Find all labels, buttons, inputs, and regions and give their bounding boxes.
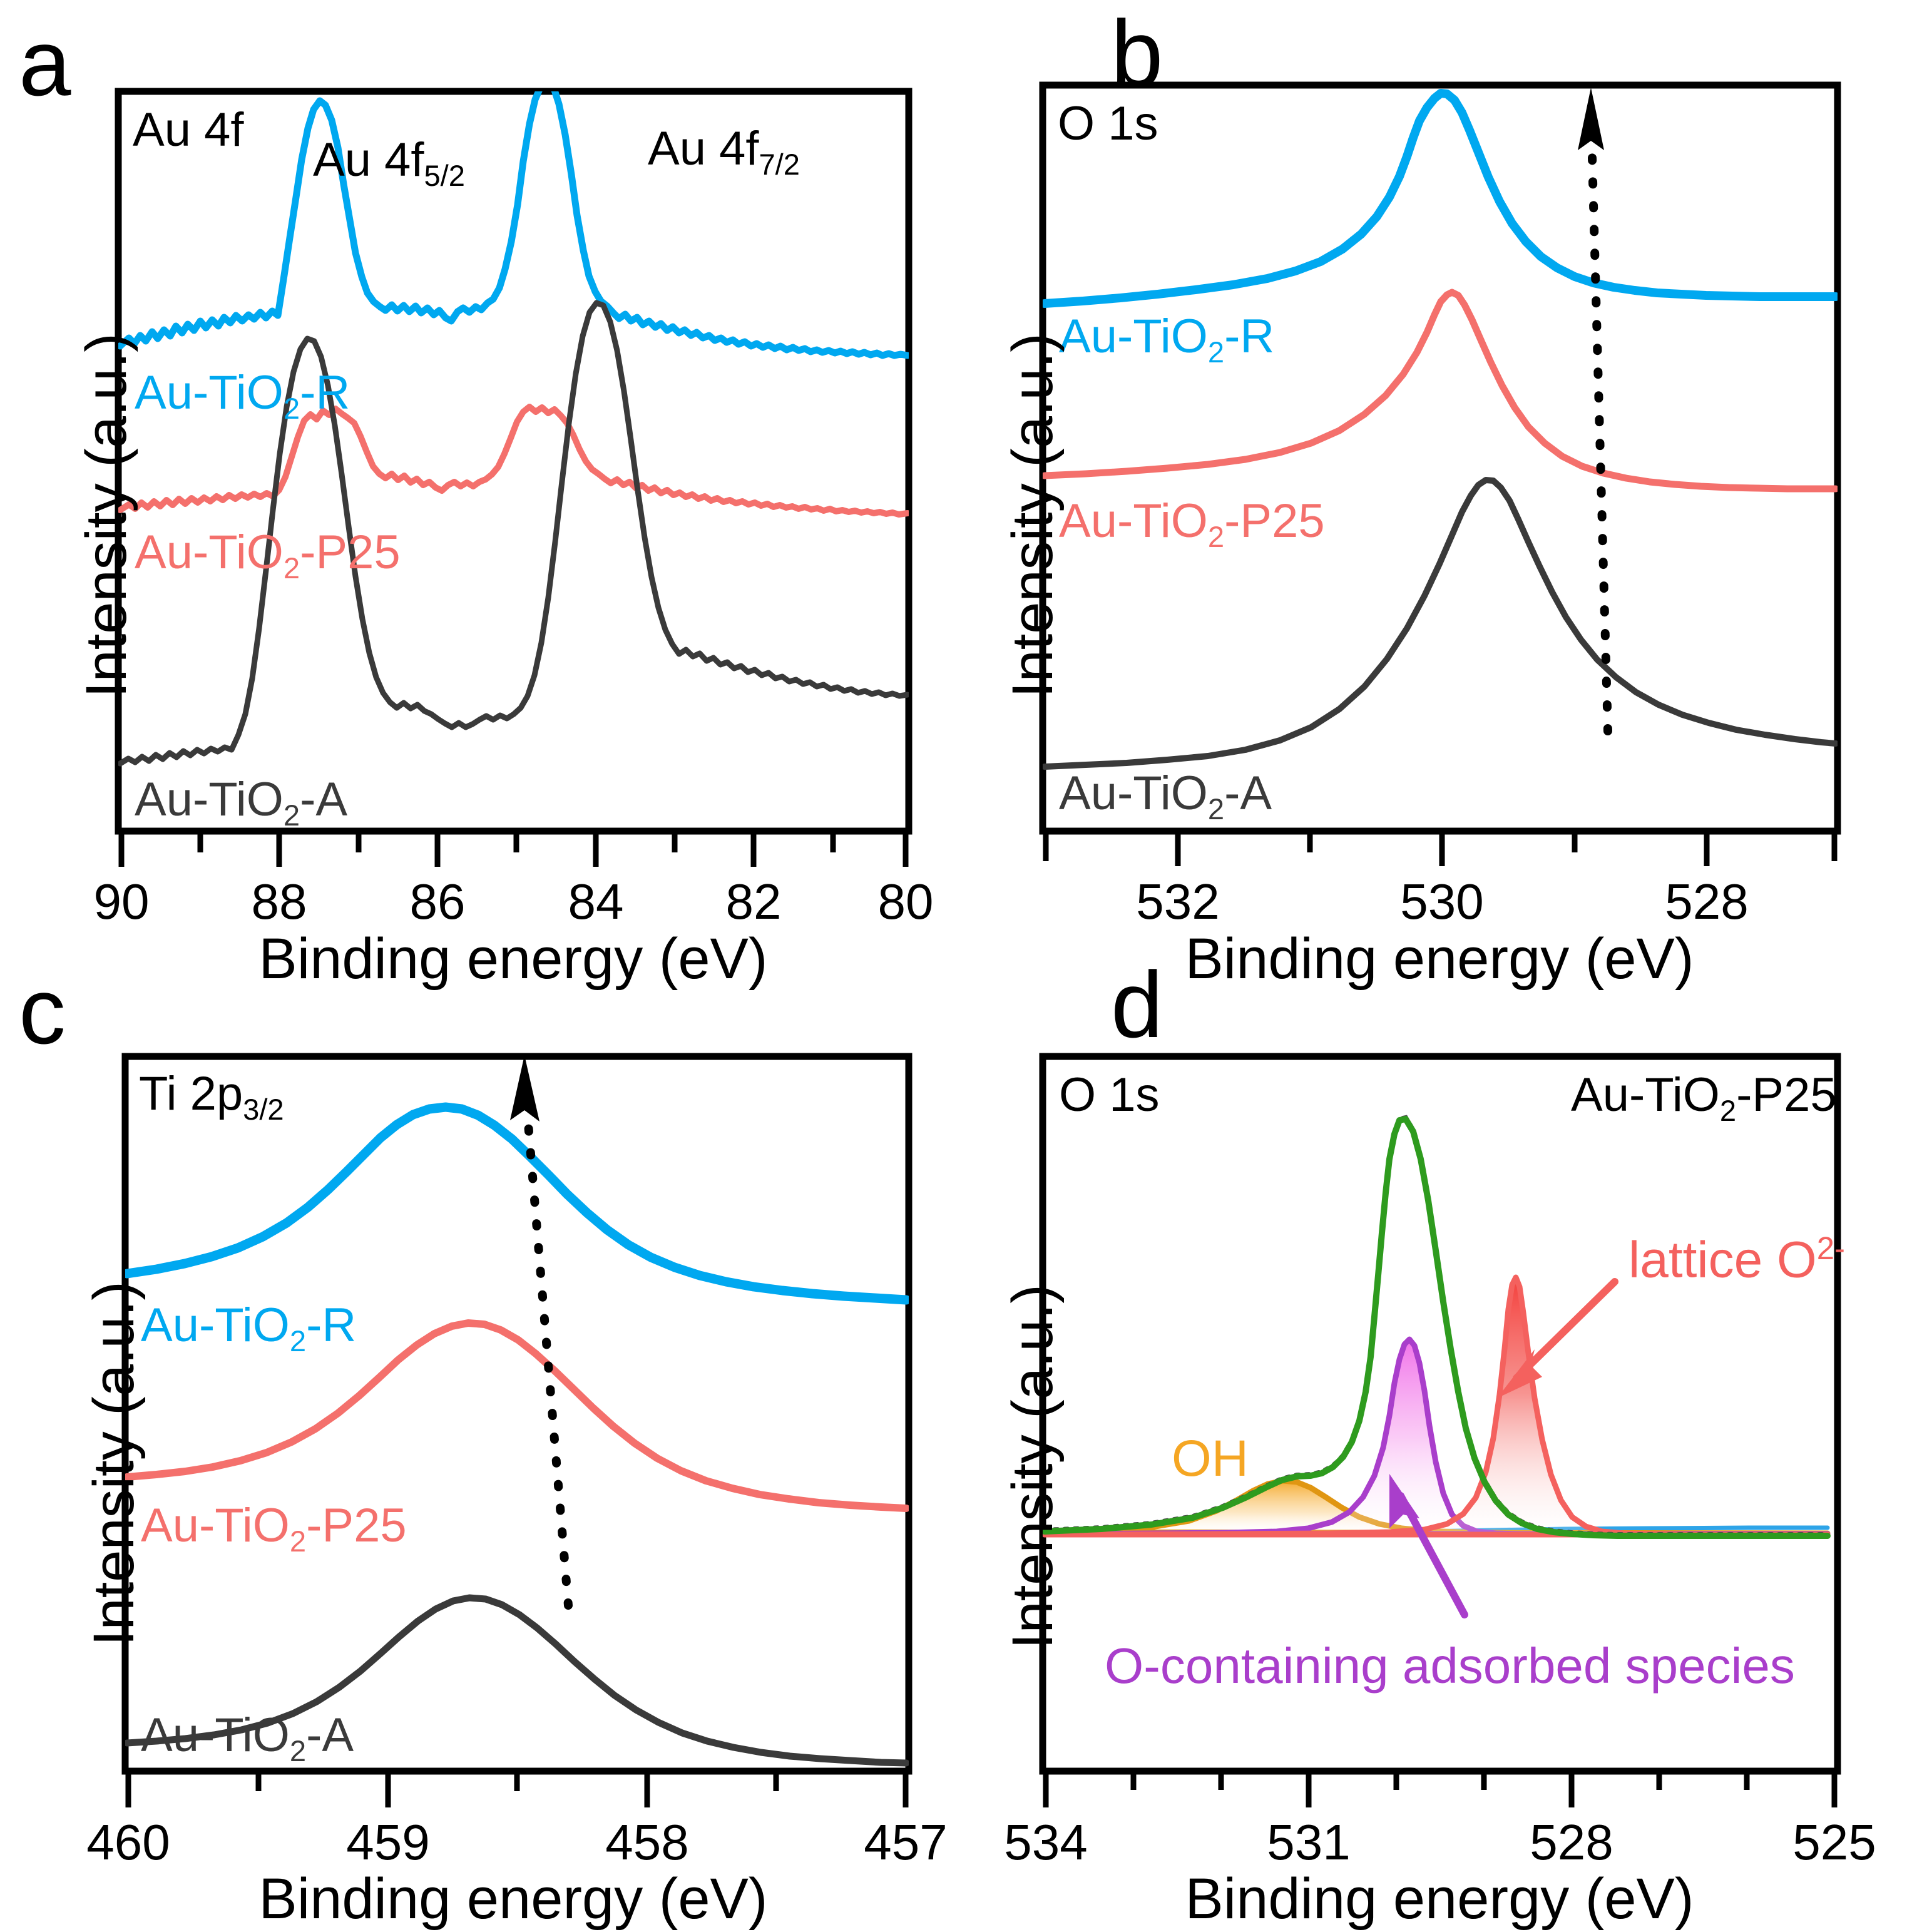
panel-b-shift-dotted-line: [1587, 130, 1612, 735]
panel-b-label-p25: Au-TiO2-P25: [1059, 494, 1325, 554]
panel-c-shift-indicator: [510, 1055, 573, 1610]
panel-b-xticks: [1043, 831, 1838, 866]
panel-d-xtick-528: 528: [1530, 1814, 1613, 1870]
panel-c-xtick-458: 458: [605, 1814, 689, 1870]
panel-c-xtick-457: 457: [864, 1814, 948, 1870]
panel-d-sample-label: Au-TiO2-P25: [1571, 1068, 1837, 1128]
panel-b-region-label: O 1s: [1058, 97, 1158, 150]
curve-au-tio2-p25: [125, 1319, 909, 1512]
panel-a: a: [0, 0, 951, 991]
panel-d-lattice-label: lattice O2-: [1628, 1230, 1845, 1289]
panel-b-xlabel: Binding energy (eV): [1185, 927, 1694, 991]
panel-b-label-a: Au-TiO2-A: [1059, 767, 1272, 826]
curve-au-tio2-a: [1043, 477, 1838, 770]
panel-d-ylabel: Intensity (a.u.): [1001, 1284, 1065, 1649]
curve-au-tio2-a: [125, 1594, 909, 1767]
panel-b-xtick-530: 530: [1400, 874, 1484, 929]
panel-a-xtick-84: 84: [568, 874, 624, 929]
curve-au-tio2-p25: [1043, 289, 1838, 493]
panel-c-xlabel: Binding energy (eV): [258, 1867, 768, 1931]
panel-a-xtick-88: 88: [251, 874, 307, 929]
panel-a-peak-label-7-2: Au 4f7/2: [648, 122, 800, 181]
lattice-o-arrow: [1497, 1278, 1618, 1398]
panel-d-xtick-531: 531: [1267, 1814, 1351, 1870]
panel-d: d: [951, 939, 1907, 1931]
curve-au-tio2-r: [1043, 89, 1838, 308]
panel-b-ylabel: Intensity (a.u.): [1001, 333, 1065, 698]
panel-a-label-p25: Au-TiO2-P25: [135, 526, 401, 585]
panel-d-xlabel: Binding energy (eV): [1185, 1867, 1694, 1931]
panel-a-label-r: Au-TiO2-R: [135, 366, 350, 426]
panel-c-label-r: Au-TiO2-R: [141, 1299, 357, 1358]
panel-a-label-a: Au-TiO2-A: [135, 773, 348, 832]
panel-b-label-r: Au-TiO2-R: [1059, 310, 1275, 369]
panel-c-label-p25: Au-TiO2-P25: [141, 1499, 407, 1558]
panel-d-adsorbed-label: O-containing adsorbed species: [1105, 1638, 1795, 1694]
panel-b: b: [951, 0, 1907, 991]
panel-a-xtick-82: 82: [725, 874, 782, 929]
panel-c-label-a: Au-TiO2-A: [141, 1709, 354, 1768]
panel-a-letter: a: [19, 10, 71, 115]
panel-b-shift-indicator: [1578, 88, 1612, 735]
panel-d-xticks: [1043, 1771, 1838, 1807]
panel-c-xtick-460: 460: [86, 1814, 170, 1870]
panel-d-xtick-534: 534: [1004, 1814, 1088, 1870]
panel-d-oh-label: OH: [1172, 1430, 1249, 1487]
panel-a-frame: [115, 88, 913, 835]
curve-au-tio2-r: [118, 91, 909, 359]
panel-b-shift-arrowhead: [1578, 88, 1604, 150]
panel-a-xtick-80: 80: [877, 874, 934, 929]
curve-au-tio2-p25: [118, 404, 909, 518]
curve-au-tio2-a: [118, 300, 909, 767]
panel-a-xtick-86: 86: [409, 874, 466, 929]
panel-c: c: [0, 939, 951, 1931]
panel-a-xticks: [118, 831, 909, 867]
panel-c-frame: [121, 1053, 913, 1775]
panel-c-plot: [121, 1053, 913, 1807]
panel-b-frame: [1039, 81, 1841, 835]
panel-d-plot: [1039, 1053, 1841, 1807]
fit-envelope: [1043, 1116, 1831, 1539]
panel-b-xtick-532: 532: [1136, 874, 1220, 929]
panel-c-shift-arrowhead: [510, 1055, 539, 1122]
curve-au-tio2-r: [125, 1102, 909, 1305]
panel-a-ylabel: Intensity (a.u.): [74, 333, 138, 698]
panel-d-region-label: O 1s: [1059, 1068, 1160, 1122]
panel-a-plot: [115, 88, 913, 867]
panel-c-xticks: [125, 1771, 909, 1807]
component-adsorbed-species: [1043, 1336, 1831, 1537]
panel-c-letter: c: [19, 958, 66, 1063]
panel-c-ylabel: Intensity (a.u.): [82, 1281, 146, 1646]
panel-a-xtick-90: 90: [93, 874, 150, 929]
panel-c-region-label: Ti 2p3/2: [139, 1067, 284, 1127]
panel-b-plot: [1039, 81, 1841, 866]
panel-b-xtick-528: 528: [1665, 874, 1749, 929]
panel-a-region-label: Au 4f: [133, 103, 244, 156]
adsorbed-species-arrow: [1389, 1474, 1468, 1618]
panel-d-frame: [1039, 1053, 1841, 1775]
panel-a-xlabel: Binding energy (eV): [258, 927, 768, 991]
panel-d-xtick-525: 525: [1792, 1814, 1876, 1870]
panel-a-peak-label-5-2: Au 4f5/2: [313, 133, 465, 193]
panel-d-letter: d: [1111, 952, 1163, 1057]
panel-c-xtick-459: 459: [346, 1814, 430, 1870]
